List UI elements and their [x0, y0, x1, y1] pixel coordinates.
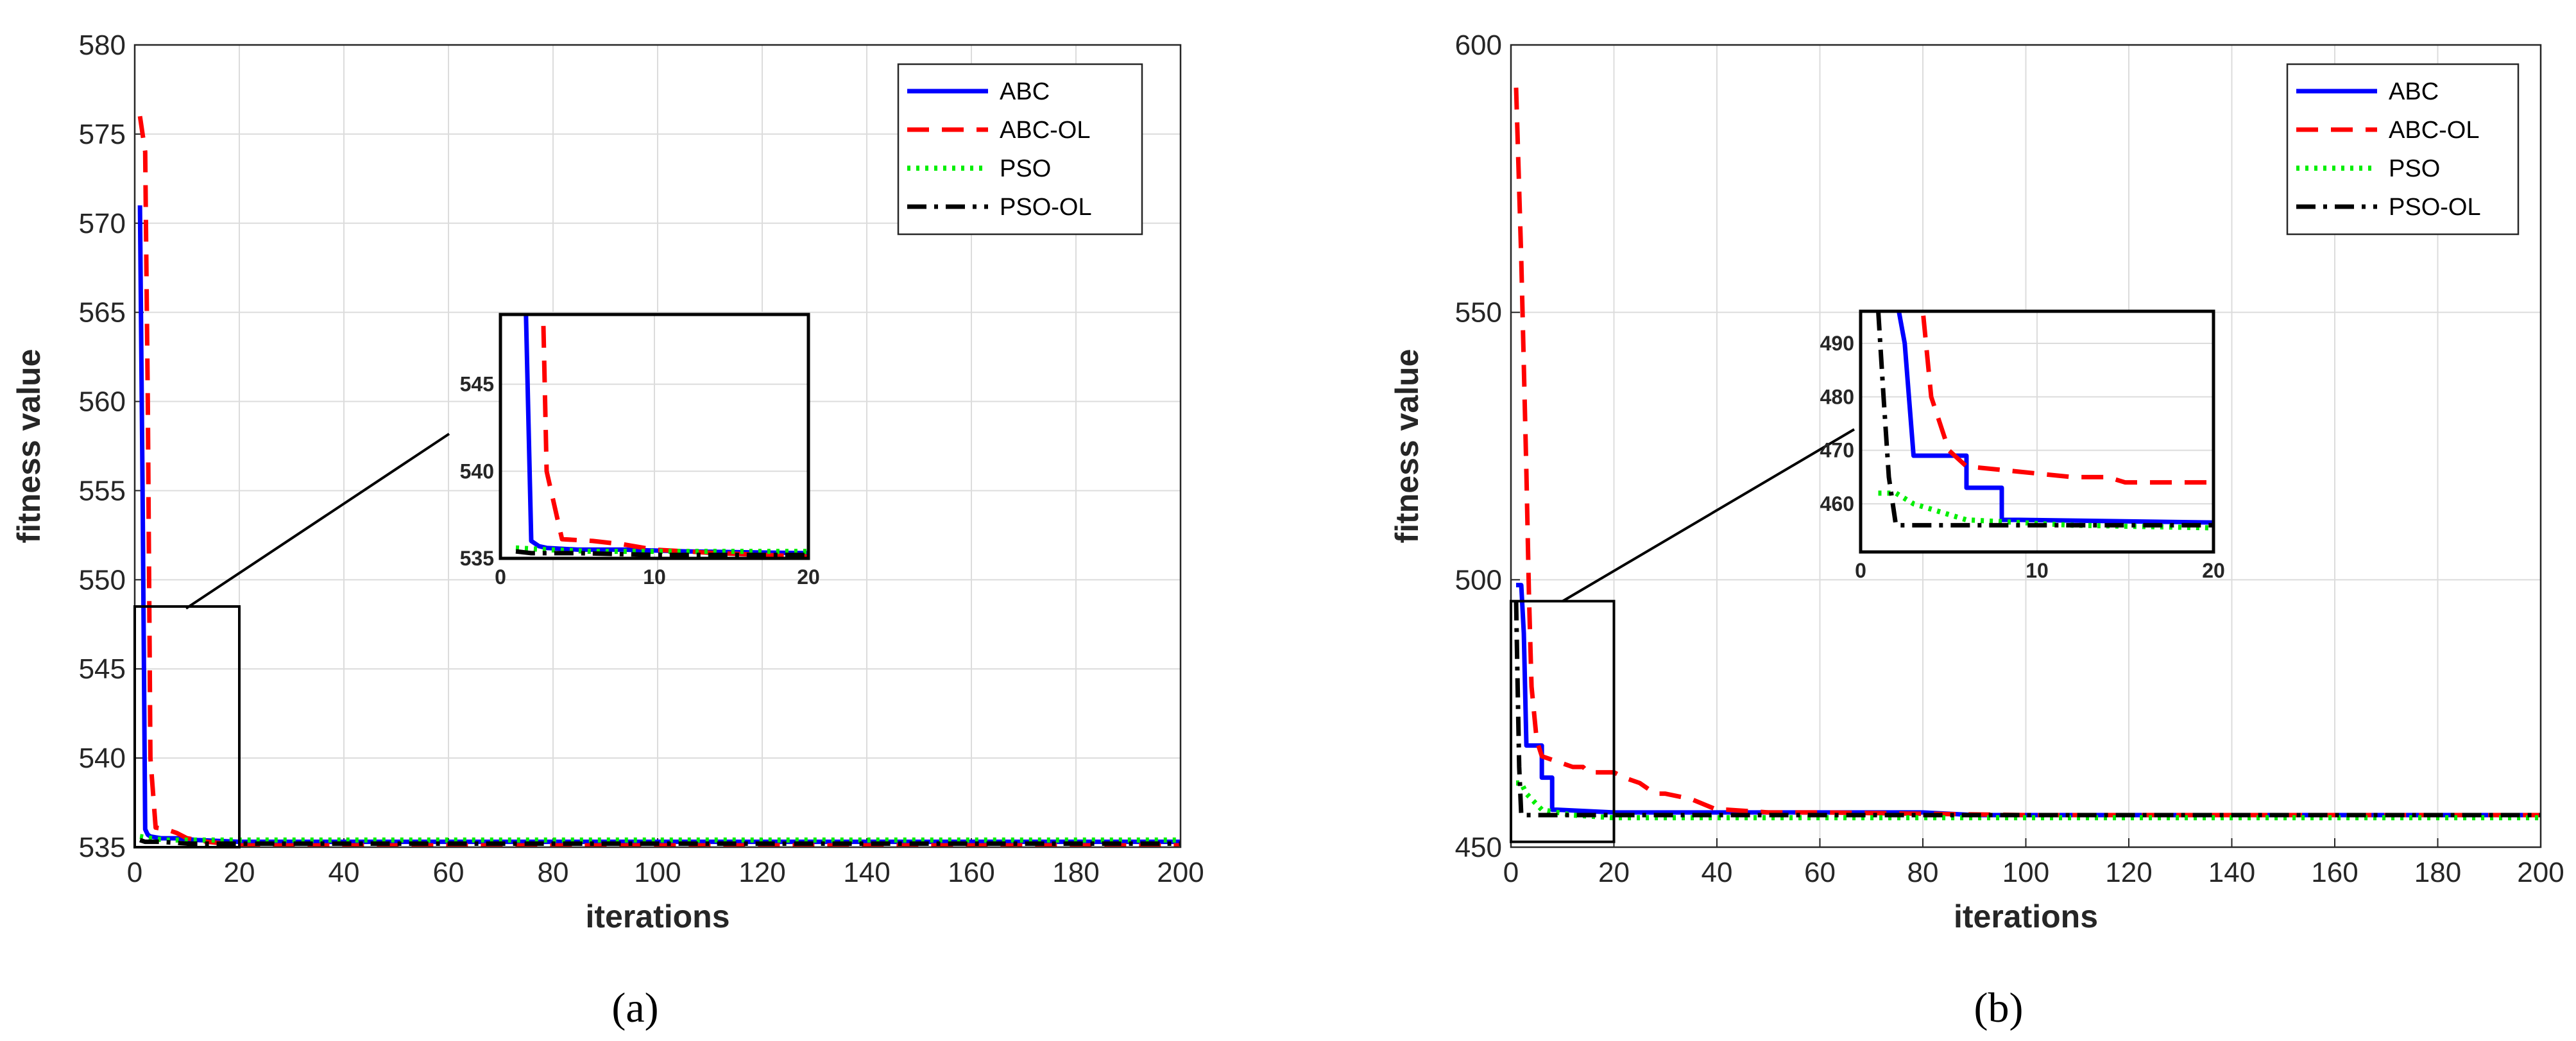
x-tick-label: 120	[738, 857, 785, 888]
legend-label-abc: ABC	[1000, 78, 1050, 105]
inset-x-tick-label: 0	[495, 565, 506, 589]
inset-frame	[499, 313, 810, 560]
x-tick-label: 100	[634, 857, 681, 888]
x-tick-label: 20	[224, 857, 255, 888]
chart-panel-b: 0 20 40 60 80 100 120 140 160 180 2004505005506000…	[1389, 30, 2564, 934]
y-tick-label: 580	[79, 30, 126, 61]
x-axis-label: iterations	[585, 899, 729, 934]
legend: ABC ABC-OL PSO PSO-OL	[2286, 63, 2520, 236]
inset-x-tick-label: 10	[643, 565, 666, 589]
y-tick-label: 575	[79, 119, 126, 150]
y-tick-label: 545	[79, 653, 126, 685]
x-axis-label: iterations	[1954, 899, 2098, 934]
inset-series-line-abc-ol	[1920, 311, 2213, 485]
inset-y-tick-label: 460	[1820, 492, 1854, 515]
legend-label-pso-ol: PSO-OL	[2389, 194, 2481, 221]
x-tick-label: 180	[2414, 857, 2461, 888]
inset-series-line-pso-ol	[1876, 311, 2213, 528]
y-axis-label: fitness value	[1389, 349, 1425, 544]
x-tick-label: 200	[1157, 857, 1204, 888]
x-tick-label: 200	[2517, 857, 2564, 888]
x-tick-label: 60	[1804, 857, 1836, 888]
inset-y-tick-label: 470	[1820, 439, 1854, 462]
inset-frame	[1859, 309, 2215, 554]
chart-panel-a: 0 20 40 60 80 100 120 140 160 180 2005355405455505…	[11, 30, 1204, 934]
inset-y-tick-label: 540	[460, 460, 494, 483]
x-tick-label: 140	[843, 857, 890, 888]
inset-x-tick-label: 10	[2026, 559, 2049, 582]
y-tick-label: 550	[1455, 297, 1502, 329]
x-tick-label: 0	[1503, 857, 1519, 888]
x-tick-label: 180	[1052, 857, 1099, 888]
x-tick-label: 40	[1702, 857, 1733, 888]
legend-label-abc-ol: ABC-OL	[1000, 117, 1090, 144]
y-axis-label: fitness value	[11, 349, 47, 544]
y-tick-label: 570	[79, 208, 126, 239]
y-tick-label: 550	[79, 564, 126, 596]
inset-x-tick-label: 0	[1855, 559, 1866, 582]
y-tick-label: 565	[79, 297, 126, 329]
y-tick-label: 540	[79, 743, 126, 774]
y-tick-label: 600	[1455, 30, 1502, 61]
zoom-connector	[1561, 428, 1855, 603]
y-tick-label: 500	[1455, 564, 1502, 596]
legend-label-pso: PSO	[1000, 155, 1051, 182]
x-tick-label: 160	[2311, 857, 2358, 888]
x-tick-label: 80	[1907, 857, 1939, 888]
y-tick-label: 450	[1455, 832, 1502, 863]
inset-series-group	[1876, 311, 2213, 531]
zoom-connector	[185, 433, 450, 610]
legend-label-pso: PSO	[2389, 155, 2440, 182]
legend-label-abc-ol: ABC-OL	[2389, 117, 2479, 144]
caption-a: (a)	[611, 985, 658, 1031]
inset-chart: 0 10 20 460 470 480 490	[1820, 309, 2225, 582]
inset-y-tick-label: 535	[460, 547, 494, 570]
x-tick-label: 100	[2002, 857, 2049, 888]
inset-x-tick-label: 20	[2202, 559, 2225, 582]
inset-series-line-abc	[524, 314, 808, 556]
inset-y-tick-label: 480	[1820, 385, 1854, 408]
inset-series-group	[515, 314, 808, 558]
y-tick-label: 560	[79, 386, 126, 418]
inset-series-line-pso	[515, 545, 808, 555]
x-tick-label: 60	[433, 857, 465, 888]
legend: ABC ABC-OL PSO PSO-OL	[897, 63, 1143, 236]
legend-label-abc: ABC	[2389, 78, 2439, 105]
series-line-pso	[1516, 780, 2541, 821]
legend-label-pso-ol: PSO-OL	[1000, 194, 1092, 221]
x-tick-label: 0	[127, 857, 142, 888]
inset-y-tick-label: 490	[1820, 332, 1854, 355]
x-tick-label: 20	[1598, 857, 1630, 888]
series-line-pso-ol	[139, 838, 1181, 846]
inset-chart: 0 10 20 535 540 545	[460, 313, 820, 589]
y-tick-label: 555	[79, 475, 126, 506]
y-tick-label: 535	[79, 832, 126, 863]
axes-frame	[1510, 44, 2542, 848]
x-tick-label: 80	[538, 857, 569, 888]
inset-x-tick-label: 20	[797, 565, 820, 589]
x-tick-label: 40	[328, 857, 360, 888]
x-tick-label: 140	[2208, 857, 2255, 888]
x-tick-label: 160	[948, 857, 994, 888]
caption-b: (b)	[1974, 985, 2024, 1031]
x-tick-label: 120	[2105, 857, 2152, 888]
axes-frame	[133, 44, 1182, 848]
inset-y-tick-label: 545	[460, 373, 494, 396]
